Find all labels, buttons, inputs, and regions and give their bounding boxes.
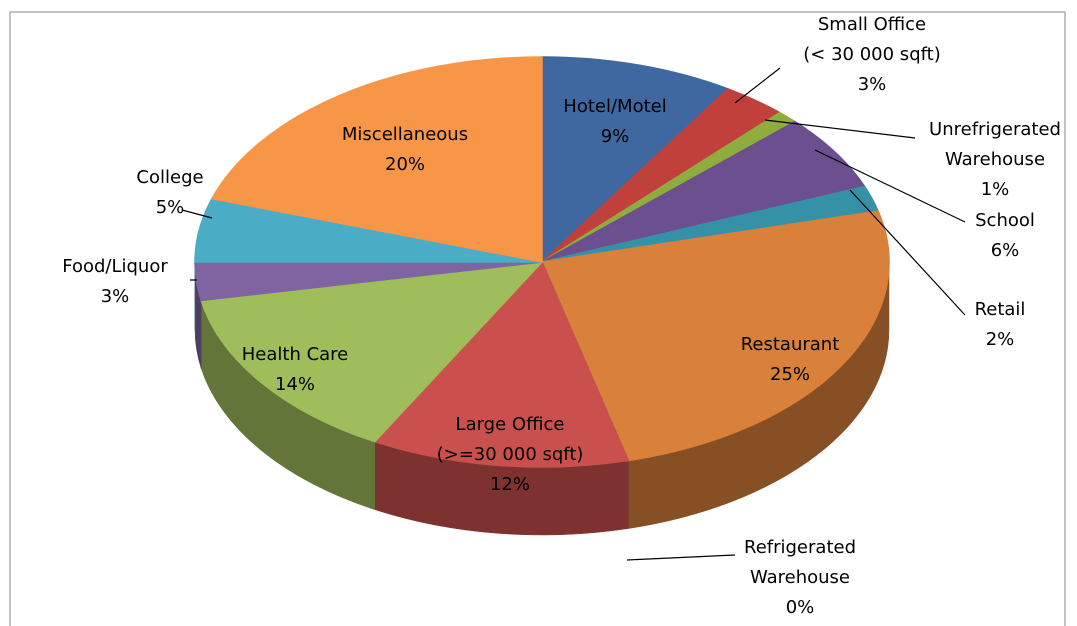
value-label: 12%: [489, 474, 531, 495]
leader-line: [181, 209, 213, 219]
value-label: 0%: [785, 597, 815, 618]
slice: [541, 120, 866, 263]
leader-line: [764, 119, 916, 139]
category-label: Miscellaneous: [341, 124, 469, 145]
slice-label: Refrigerated Warehouse 0%: [744, 533, 856, 623]
value-label: 14%: [274, 374, 316, 395]
category-label: Large Office (>=30 000 sqft): [436, 414, 584, 465]
slice-label: Health Care 14%: [242, 340, 349, 400]
category-label: College: [136, 167, 204, 188]
value-label: 6%: [990, 240, 1020, 261]
slice-label: Miscellaneous 20%: [342, 120, 468, 180]
slice-label: Hotel/Motel 9%: [563, 92, 666, 152]
category-label: Restaurant: [740, 334, 840, 355]
slice: [200, 261, 544, 443]
category-label: Refrigerated Warehouse: [744, 537, 856, 588]
value-label: 2%: [985, 329, 1015, 350]
leader-line: [814, 149, 966, 223]
category-label: School: [975, 210, 1035, 231]
slice-label: Restaurant 25%: [741, 330, 840, 390]
value-label: 9%: [600, 126, 630, 147]
slice-label: Retail 2%: [975, 295, 1026, 355]
category-label: Retail: [974, 299, 1026, 320]
leader-line: [849, 189, 966, 316]
slice: [373, 260, 630, 468]
value-label: 1%: [980, 179, 1010, 200]
value-label: 3%: [857, 74, 887, 95]
category-label: Food/Liquor: [62, 256, 168, 277]
value-label: 3%: [100, 286, 130, 307]
slice-label: College 5%: [136, 163, 203, 223]
slice-label: Small Office (< 30 000 sqft) 3%: [803, 10, 940, 100]
value-label: 25%: [769, 364, 811, 385]
slice: [210, 56, 543, 263]
slice: [541, 56, 730, 264]
value-label: 5%: [155, 197, 185, 218]
slice-label: Large Office (>=30 000 sqft) 12%: [437, 410, 584, 500]
leader-line: [734, 67, 781, 104]
value-label: 20%: [384, 154, 426, 175]
slice-label: School 6%: [975, 206, 1035, 266]
slice-label: Unrefrigerated Warehouse 1%: [929, 115, 1061, 205]
category-label: Unrefrigerated Warehouse: [929, 119, 1061, 170]
slice: [540, 210, 890, 462]
category-label: Hotel/Motel: [563, 96, 667, 117]
category-label: Small Office (< 30 000 sqft): [803, 14, 941, 65]
slice-label: Food/Liquor 3%: [62, 252, 168, 312]
leader-line: [626, 554, 736, 561]
category-label: Health Care: [241, 344, 349, 365]
